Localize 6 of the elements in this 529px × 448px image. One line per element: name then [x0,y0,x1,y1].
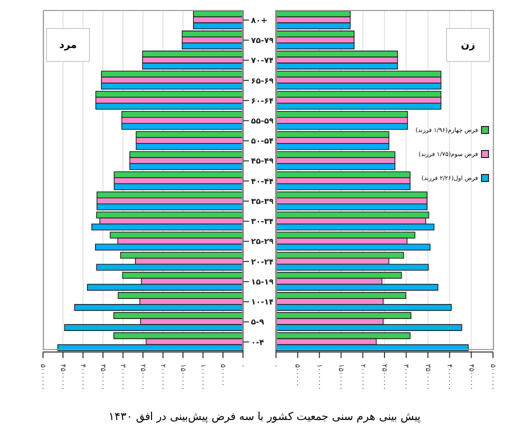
y-tick-label: ۵-۹ [251,318,264,327]
text: پیش بینی هرم سنی جمعیت کشور با سه فرض پیش‌بینی در افق ۱۴۳۰ [108,410,422,423]
y-tick-label: ۸۰+ [251,16,268,25]
text: زن [446,28,490,62]
text: مرد [46,28,90,62]
y-tick-label: ۰-۴ [251,338,264,347]
